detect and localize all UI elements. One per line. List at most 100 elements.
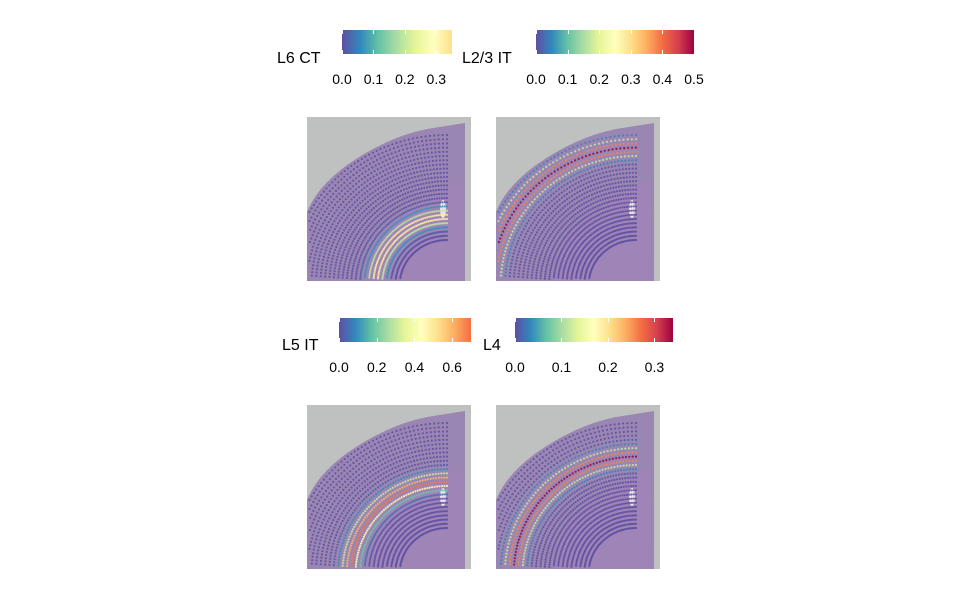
spot: [314, 497, 317, 500]
spot: [555, 478, 558, 481]
spot: [594, 475, 597, 478]
spot: [399, 229, 402, 232]
spot: [375, 531, 378, 534]
spot: [570, 175, 573, 178]
legend-title: L4: [483, 337, 501, 354]
spot: [352, 190, 355, 193]
spot: [634, 421, 638, 425]
spot: [371, 537, 374, 540]
spot: [426, 512, 429, 516]
spot: [408, 168, 411, 171]
spot: [403, 471, 406, 474]
spot: [420, 492, 423, 495]
spot: [550, 264, 553, 267]
spot: [623, 155, 626, 158]
spot: [339, 259, 343, 262]
colorbar-tick: [654, 318, 656, 322]
spot: [596, 200, 600, 203]
spot: [360, 445, 363, 448]
spot: [598, 181, 601, 184]
spot: [434, 155, 437, 158]
spot: [389, 205, 392, 208]
spot: [437, 426, 440, 429]
spot: [391, 507, 394, 510]
spot: [562, 170, 565, 173]
spot: [563, 189, 566, 192]
spot: [444, 518, 447, 521]
spot: [617, 198, 620, 201]
spot: [568, 266, 571, 269]
spot: [394, 466, 397, 469]
spot: [499, 274, 502, 277]
spot: [524, 245, 527, 249]
spot: [337, 214, 340, 217]
spot: [375, 263, 378, 266]
spot: [509, 193, 512, 196]
spot: [432, 494, 435, 497]
spot: [574, 438, 577, 441]
spot: [316, 534, 319, 538]
spot: [627, 438, 630, 442]
spot: [622, 142, 625, 145]
spot: [531, 509, 534, 512]
spot: [608, 153, 611, 156]
spot: [538, 458, 541, 461]
spot: [627, 197, 630, 200]
spot: [615, 478, 619, 481]
spot: [412, 216, 416, 219]
spot: [387, 191, 390, 194]
spot: [423, 496, 426, 499]
spot: [609, 174, 612, 177]
spot: [337, 510, 340, 513]
spot: [357, 160, 360, 163]
spot: [605, 171, 608, 174]
spot: [352, 461, 355, 465]
spot: [402, 436, 405, 439]
spot: [592, 197, 595, 200]
spot: [509, 248, 512, 251]
spot: [499, 216, 502, 219]
spot: [399, 507, 402, 510]
spot: [519, 233, 522, 237]
spot: [368, 153, 371, 156]
spot: [359, 235, 362, 238]
spot: [407, 164, 410, 167]
spot: [579, 237, 582, 240]
spot: [380, 494, 383, 497]
spot: [634, 451, 638, 454]
spot: [532, 187, 535, 190]
spot: [321, 213, 325, 216]
spot: [505, 206, 508, 209]
spot: [550, 521, 553, 524]
spot: [554, 495, 557, 499]
spot: [356, 233, 359, 236]
colorbar-tick: [630, 30, 632, 34]
spot: [432, 456, 435, 459]
spot: [516, 486, 519, 489]
spot: [514, 224, 518, 227]
spot: [503, 218, 506, 221]
spot: [634, 138, 638, 141]
spot: [359, 228, 362, 231]
spot: [420, 445, 423, 448]
spot: [420, 135, 423, 139]
spot: [365, 555, 368, 558]
spot: [362, 455, 365, 458]
spot: [346, 240, 349, 244]
spot: [352, 467, 355, 470]
spot: [574, 213, 577, 216]
spot: [356, 453, 359, 456]
spot: [439, 497, 442, 500]
spot: [590, 486, 593, 489]
spot: [340, 472, 343, 475]
spot: [361, 529, 364, 532]
spot: [392, 188, 395, 191]
spot: [558, 270, 561, 273]
spot: [444, 222, 447, 225]
spot: [314, 526, 317, 529]
spot: [553, 221, 556, 225]
spot: [388, 216, 391, 219]
spot: [434, 151, 437, 154]
spot: [418, 166, 421, 169]
spot: [437, 188, 440, 191]
